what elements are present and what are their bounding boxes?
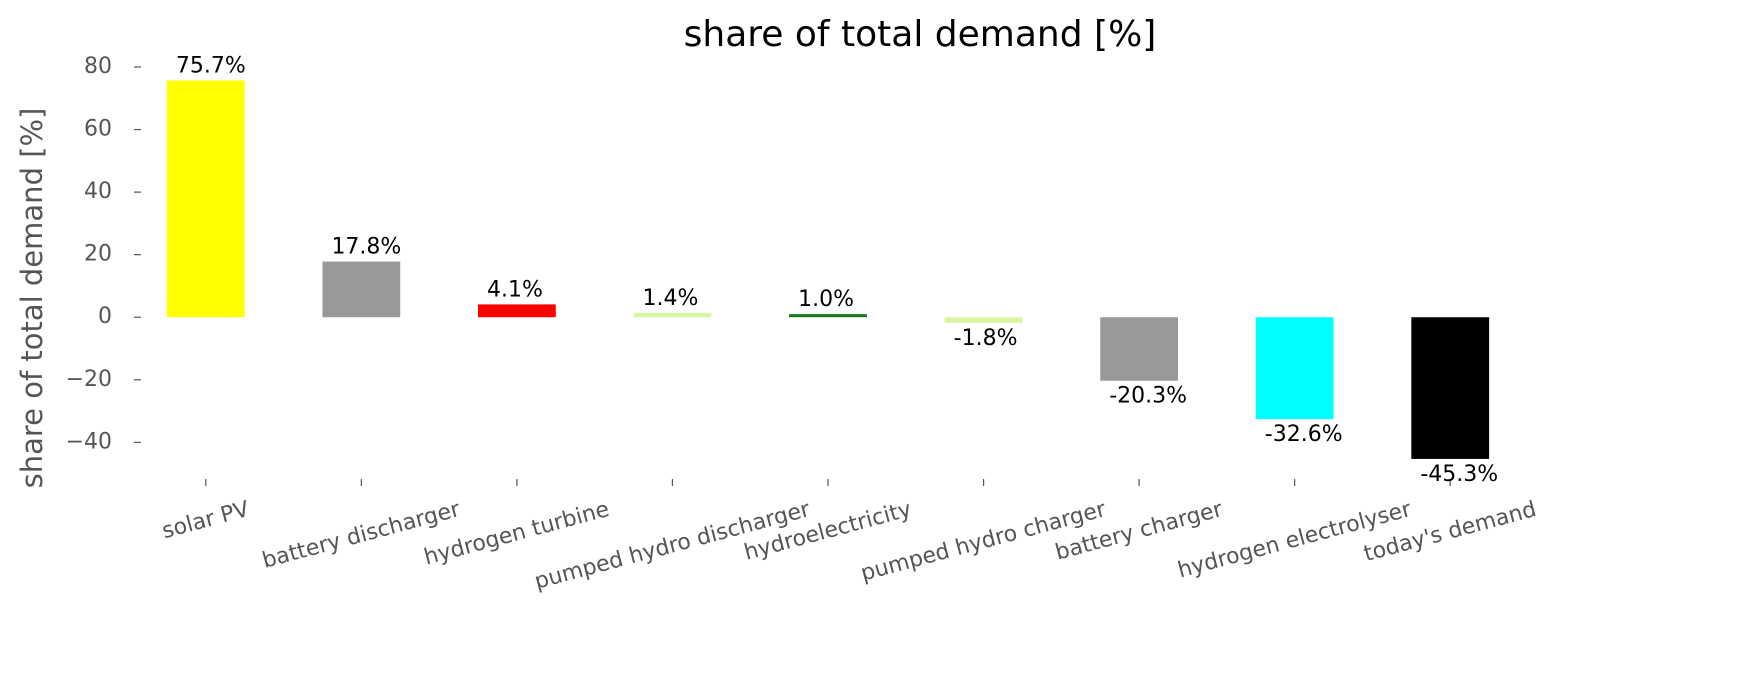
bar — [944, 317, 1023, 323]
value-label: 1.4% — [643, 286, 699, 311]
y-axis-label: share of total demand [%] — [15, 108, 49, 489]
y-tick-label: 0 — [98, 304, 112, 329]
y-tick-label: −20 — [66, 367, 112, 392]
value-label: 4.1% — [487, 277, 543, 302]
x-tick-label: solar PV — [159, 497, 251, 544]
bar — [633, 312, 712, 318]
bar — [1411, 317, 1490, 459]
y-tick-label: 40 — [84, 179, 112, 204]
y-tick-label: −40 — [66, 429, 112, 454]
bar — [789, 314, 867, 318]
value-label: -32.6% — [1265, 422, 1343, 447]
value-label: -1.8% — [954, 326, 1018, 351]
y-tick-label: 60 — [84, 117, 112, 142]
bar — [1255, 317, 1334, 420]
y-tick-label: 80 — [84, 54, 112, 79]
value-label: 1.0% — [798, 287, 854, 312]
value-label: -45.3% — [1420, 462, 1498, 487]
y-tick-label: 20 — [84, 242, 112, 267]
value-label: 75.7% — [176, 53, 246, 78]
bar — [1100, 317, 1178, 381]
bar — [478, 304, 556, 318]
bar — [322, 261, 401, 318]
chart-title: share of total demand [%] — [684, 14, 1157, 55]
value-label: -20.3% — [1109, 384, 1187, 409]
value-label: 17.8% — [331, 235, 401, 260]
bar — [166, 80, 245, 318]
